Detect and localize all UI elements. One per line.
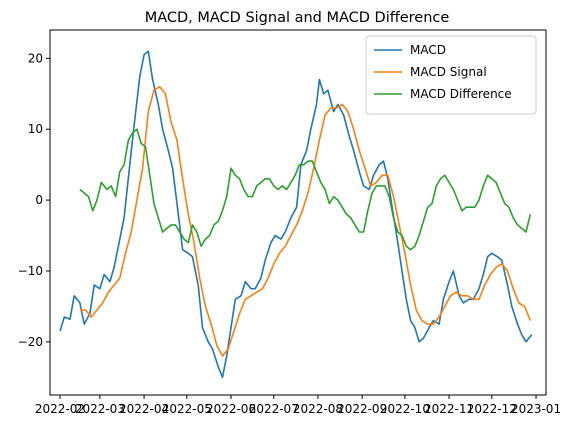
- x-tick-label: 2023-01: [511, 402, 561, 416]
- plot-frame: [49, 29, 547, 396]
- x-axis: 2022-022022-032022-042022-052022-062022-…: [35, 395, 561, 416]
- plot-lines: [59, 50, 533, 379]
- series-line-1: [79, 85, 532, 357]
- y-tick-label: 0: [35, 193, 43, 207]
- x-tick-label: 2022-09: [337, 402, 387, 416]
- y-tick-label: 20: [28, 51, 43, 65]
- series-line-0: [59, 50, 533, 379]
- legend: MACD MACD Signal MACD Difference: [365, 35, 537, 115]
- x-tick-label: 2022-06: [206, 402, 256, 416]
- legend-box: [365, 35, 537, 115]
- x-tick-label: 2022-04: [119, 402, 169, 416]
- series-line-2: [79, 128, 532, 251]
- x-tick-label: 2022-10: [380, 402, 430, 416]
- y-tick-label: −10: [18, 264, 43, 278]
- x-tick-label: 2022-03: [75, 402, 125, 416]
- legend-label: MACD Signal: [410, 65, 487, 79]
- x-tick-label: 2022-11: [424, 402, 474, 416]
- x-tick-label: 2022-07: [249, 402, 299, 416]
- chart-title: MACD, MACD Signal and MACD Difference: [145, 10, 450, 26]
- y-axis: −20 −10 0 10 20: [18, 51, 50, 349]
- x-tick-label: 2022-05: [162, 402, 212, 416]
- y-tick-label: 10: [28, 122, 43, 136]
- x-tick-label: 2022-08: [293, 402, 343, 416]
- y-tick-label: −20: [18, 335, 43, 349]
- x-tick-label: 2022-02: [35, 402, 85, 416]
- x-tick-label: 2022-12: [467, 402, 517, 416]
- legend-label: MACD: [410, 43, 446, 57]
- legend-label: MACD Difference: [410, 87, 512, 101]
